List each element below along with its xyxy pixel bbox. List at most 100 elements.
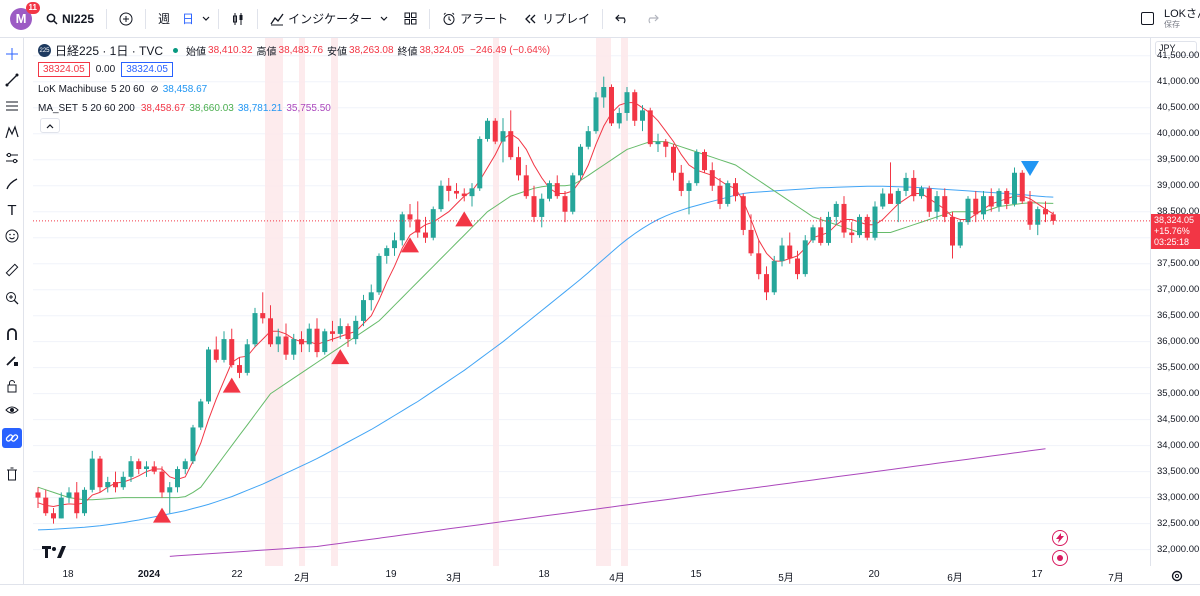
candle-body (802, 240, 808, 275)
indicators-button[interactable]: インジケーター (262, 0, 396, 38)
grid-layout-icon (404, 12, 417, 25)
candle-body (252, 313, 258, 345)
time-axis[interactable]: 18 2024 22 2月 19 3月 18 4月 15 5月 20 6月 17 7月 (33, 566, 1150, 584)
candle-body (655, 141, 661, 145)
prediction-tool[interactable] (2, 148, 22, 168)
highlight-band (331, 38, 338, 566)
ma5-line (37, 102, 1054, 508)
lightning-button[interactable] (1052, 530, 1068, 546)
record-button[interactable] (1052, 550, 1068, 566)
candle-body (299, 339, 304, 345)
currency-selector[interactable]: JPY (1155, 41, 1197, 56)
emoji-tool[interactable] (2, 226, 22, 246)
divider (106, 8, 108, 29)
price-tick-label: 37,500.00 (1157, 257, 1200, 269)
measure-tool[interactable] (2, 260, 22, 280)
buy-price-box[interactable]: 38324.05 (121, 62, 173, 77)
chart-type-button[interactable] (223, 0, 253, 38)
stay-drawing-tool[interactable] (2, 350, 22, 370)
last-price-tag: 38,324.05 +15.76% 03:25:18 (1151, 213, 1200, 249)
candle-body (1035, 209, 1041, 225)
candle-body (306, 328, 312, 345)
candle-body (89, 458, 95, 490)
horizontal-lines-icon (6, 101, 18, 111)
replay-button[interactable]: リプレイ (516, 0, 598, 38)
candle-body (136, 461, 142, 470)
undo-icon (615, 14, 626, 23)
magnet-tool[interactable] (2, 324, 22, 344)
trendline-tool[interactable] (2, 70, 22, 90)
indicator-legend-1[interactable]: LoK Machibuse 5 20 60 ⊘ 38,458.67 (38, 84, 207, 95)
time-tick-label: 2月 (294, 573, 310, 584)
candle-body (461, 193, 467, 197)
layout-checkbox[interactable] (1135, 0, 1160, 38)
lock-icon (7, 380, 17, 393)
candle-body (880, 193, 886, 207)
symbol-search[interactable]: NI225 (38, 0, 102, 38)
indicator-params: 5 20 60 (110, 84, 145, 95)
price-tick-label: 38,500.00 (1157, 205, 1200, 217)
sync-drawings-tool[interactable] (2, 428, 22, 448)
candle-body (128, 461, 134, 477)
ma20-value: 38,660.03 (189, 103, 234, 114)
price-chart[interactable] (33, 38, 1150, 566)
candle-body (151, 466, 157, 472)
series-title[interactable]: 日経225 · 1日 · TVC (55, 44, 164, 58)
candle-body (198, 401, 204, 428)
indicator-legend-2[interactable]: MA_SET 5 20 60 200 38,458.67 38,660.03 3… (38, 103, 331, 114)
undo-button[interactable] (607, 0, 637, 38)
avatar[interactable]: M 11 (10, 1, 40, 30)
candle-body (384, 248, 390, 256)
candle-body (66, 492, 72, 498)
candle-body (973, 198, 979, 215)
candle-body (438, 185, 444, 210)
highlight-band (621, 38, 628, 566)
sell-price-box[interactable]: 38324.05 (38, 62, 90, 77)
highlight-band (299, 38, 305, 566)
candle-body (58, 497, 64, 519)
crosshair-tool[interactable] (2, 44, 22, 64)
ma200-value: 35,755.50 (286, 103, 331, 114)
candle-body (392, 240, 397, 249)
brush-tool[interactable] (2, 174, 22, 194)
lock-drawings-tool[interactable] (2, 376, 22, 396)
compare-button[interactable] (111, 0, 141, 38)
collapse-legend-button[interactable] (40, 118, 60, 133)
low-value: 38,263.08 (349, 45, 394, 56)
price-tick-label: 32,000.00 (1157, 543, 1200, 555)
hide-drawings-tool[interactable] (2, 400, 22, 420)
user-menu[interactable]: M 11 (0, 0, 40, 38)
price-axis[interactable]: JPY 41,500.00 41,000.00 40,500.00 40,000.00… (1150, 38, 1200, 566)
candle-body (430, 209, 436, 238)
ma200-line (169, 448, 1046, 557)
currency-label: JPY (1159, 43, 1176, 53)
candle-body (950, 216, 955, 246)
time-tick-label: 6月 (947, 573, 963, 584)
indicator-name: MA_SET (38, 103, 79, 114)
candle-body (647, 110, 653, 145)
interval-week-button[interactable]: 週 (158, 12, 171, 26)
candle-body (407, 214, 413, 220)
alert-button[interactable]: アラート (434, 0, 516, 38)
layouts-button[interactable] (396, 0, 425, 38)
eye-icon (5, 406, 19, 414)
zoom-tool[interactable] (2, 288, 22, 308)
symbol-logo-icon: 225 (38, 44, 51, 57)
remove-drawings-tool[interactable] (2, 464, 22, 484)
candle-body (849, 232, 855, 236)
candle-body (640, 110, 645, 121)
candle-body (818, 227, 824, 243)
redo-button[interactable] (637, 0, 667, 38)
candle-body (167, 487, 173, 493)
indicators-label: インジケーター (288, 12, 373, 26)
candle-body (516, 157, 521, 176)
candle-body (454, 190, 459, 194)
pattern-tool[interactable] (2, 122, 22, 142)
text-tool[interactable]: T (2, 200, 22, 220)
axis-settings-button[interactable] (1170, 569, 1184, 583)
layout-save-menu[interactable]: LOKさん 保存 (1160, 0, 1200, 38)
fib-tool[interactable] (2, 96, 22, 116)
interval-day-button[interactable]: 日 (182, 12, 195, 26)
interval-dropdown[interactable] (198, 0, 214, 38)
candle-body (1004, 190, 1010, 204)
